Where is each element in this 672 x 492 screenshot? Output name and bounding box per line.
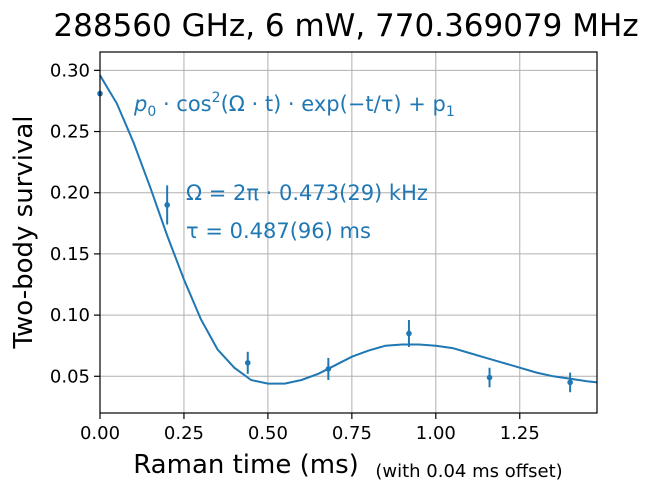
plot-frame — [99, 51, 598, 414]
y-tick-label: 0.25 — [50, 122, 90, 143]
y-tick-label: 0.10 — [50, 305, 90, 326]
data-points — [97, 90, 573, 393]
y-tick-label: 0.30 — [50, 60, 90, 81]
x-tick-label: 0.75 — [332, 423, 372, 444]
x-tick-label: 0.25 — [164, 423, 204, 444]
data-point — [325, 366, 332, 372]
data-point — [164, 202, 170, 208]
x-tick-label: 0.00 — [80, 423, 120, 444]
data-point — [486, 374, 493, 381]
y-axis-label: Two-body survival — [9, 115, 39, 349]
x-axis-label: Raman time (ms) — [133, 450, 359, 480]
tau-annotation: τ = 0.487(96) ms — [186, 219, 371, 243]
grid — [99, 52, 597, 413]
data-point — [244, 360, 251, 366]
y-axis-ticks: 0.05 0.10 0.15 0.20 0.25 0.30 — [50, 60, 100, 387]
omega-annotation: Ω = 2π · 0.473(29) kHz — [186, 181, 428, 205]
x-tick-label: 0.50 — [248, 423, 288, 444]
x-axis-ticks: 0.00 0.25 0.50 0.75 1.00 1.25 — [80, 413, 540, 444]
x-tick-label: 1.00 — [416, 423, 456, 444]
fit-curve — [99, 74, 598, 385]
model-formula: p0 · cos2(Ω · t) · exp(−t/τ) + p1 — [133, 90, 455, 120]
data-point — [567, 379, 573, 386]
chart-title: 288560 GHz, 6 mW, 770.369079 MHz — [53, 8, 638, 44]
x-tick-label: 1.25 — [500, 423, 540, 444]
y-tick-label: 0.05 — [50, 366, 90, 387]
data-point — [406, 330, 412, 337]
y-tick-label: 0.20 — [50, 183, 90, 204]
x-axis-label-suffix: (with 0.04 ms offset) — [375, 461, 562, 482]
y-tick-label: 0.15 — [50, 244, 90, 265]
